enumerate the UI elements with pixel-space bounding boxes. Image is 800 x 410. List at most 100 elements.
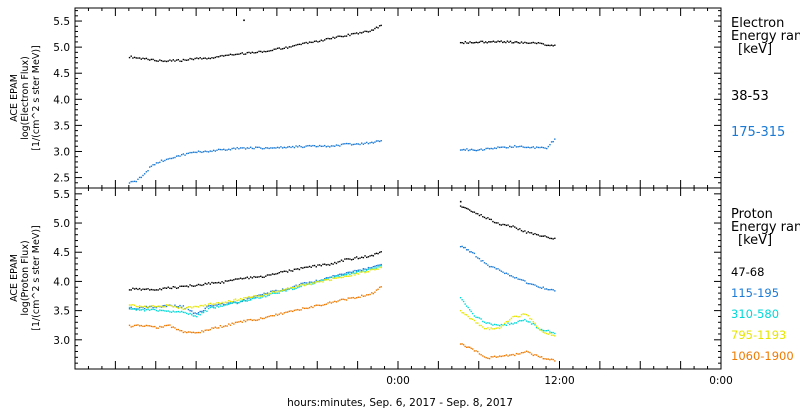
data-point: [152, 308, 154, 311]
data-point: [142, 288, 144, 290]
data-point: [186, 59, 188, 61]
data-point: [530, 323, 533, 325]
data-point: [349, 258, 351, 260]
data-point: [265, 275, 267, 277]
data-point: [226, 54, 228, 56]
data-point: [265, 296, 267, 298]
data-point: [480, 148, 482, 150]
data-point: [462, 246, 465, 249]
data-point: [512, 42, 515, 44]
data-point: [337, 274, 339, 276]
data-point: [293, 285, 296, 288]
data-point: [186, 306, 188, 309]
data-point: [372, 142, 375, 144]
data-point: [505, 224, 508, 227]
data-point: [527, 351, 529, 353]
data-point: [293, 146, 296, 149]
data-point: [483, 356, 486, 358]
data-point: [540, 356, 543, 358]
data-point: [236, 321, 238, 323]
data-point: [196, 331, 198, 334]
data-point: [194, 151, 196, 154]
data-point: [197, 311, 200, 314]
data-point: [344, 298, 346, 301]
data-point: [133, 56, 136, 59]
data-point: [300, 285, 302, 288]
data-point: [362, 143, 365, 145]
data-point: [537, 146, 540, 149]
data-point: [310, 281, 312, 284]
electron-legend-title-3: [keV]: [738, 42, 772, 57]
data-point: [211, 327, 213, 329]
data-point: [135, 180, 137, 183]
data-point: [540, 235, 543, 237]
data-point: [236, 302, 238, 304]
data-point: [186, 312, 188, 315]
data-point: [152, 325, 154, 328]
data-point: [488, 218, 491, 221]
x-tick-labels: 0:00 12:00 0:00: [386, 375, 733, 387]
data-point: [224, 54, 227, 57]
data-point: [221, 305, 223, 307]
data-point: [461, 41, 463, 44]
data-point: [500, 146, 503, 148]
proton-legend-title-2: Energy ranges: [731, 220, 800, 235]
data-point: [467, 346, 469, 348]
data-point: [292, 310, 294, 313]
data-point: [468, 251, 471, 253]
data-point: [256, 51, 259, 54]
data-point: [224, 280, 227, 282]
data-point: [322, 145, 324, 148]
data-point: [477, 41, 479, 44]
data-point: [204, 150, 206, 152]
data-point: [199, 304, 201, 307]
data-point: [505, 354, 508, 356]
data-point: [554, 335, 556, 337]
data-point: [375, 267, 378, 269]
legend-label-47-68: 47-68: [731, 265, 764, 279]
data-point: [288, 269, 291, 271]
data-point: [487, 217, 489, 219]
data-point: [372, 29, 375, 31]
data-point: [355, 270, 358, 272]
data-point: [138, 309, 141, 311]
data-point: [165, 60, 168, 63]
data-point: [246, 147, 248, 149]
data-point: [487, 264, 489, 266]
data-point: [332, 277, 334, 279]
data-point: [340, 35, 343, 38]
data-point: [335, 36, 338, 38]
data-point: [342, 273, 344, 276]
proton-data: [128, 200, 556, 362]
data-point: [462, 312, 465, 314]
data-point: [143, 325, 146, 327]
data-point: [313, 264, 316, 267]
data-point: [329, 276, 331, 279]
data-point: [204, 309, 206, 312]
data-point: [290, 46, 292, 48]
data-point: [192, 285, 195, 287]
data-point: [354, 297, 356, 300]
data-point: [283, 47, 286, 49]
data-point: [162, 306, 164, 308]
data-point: [340, 298, 343, 301]
data-point: [138, 287, 141, 290]
data-point: [495, 324, 497, 326]
x-tick-label: 0:00: [386, 375, 410, 387]
data-point: [145, 308, 148, 311]
data-point: [140, 289, 143, 291]
data-point: [174, 156, 176, 159]
data-point: [238, 321, 240, 323]
data-point: [307, 145, 309, 147]
data-point: [292, 45, 294, 47]
data-point: [498, 146, 501, 149]
data-point: [295, 309, 297, 311]
data-point: [461, 206, 463, 208]
data-point: [238, 148, 240, 150]
data-point: [265, 147, 267, 149]
data-point: [228, 300, 230, 302]
data-point: [495, 147, 497, 150]
data-point: [187, 313, 190, 315]
data-point: [378, 264, 381, 267]
data-point: [216, 305, 218, 307]
